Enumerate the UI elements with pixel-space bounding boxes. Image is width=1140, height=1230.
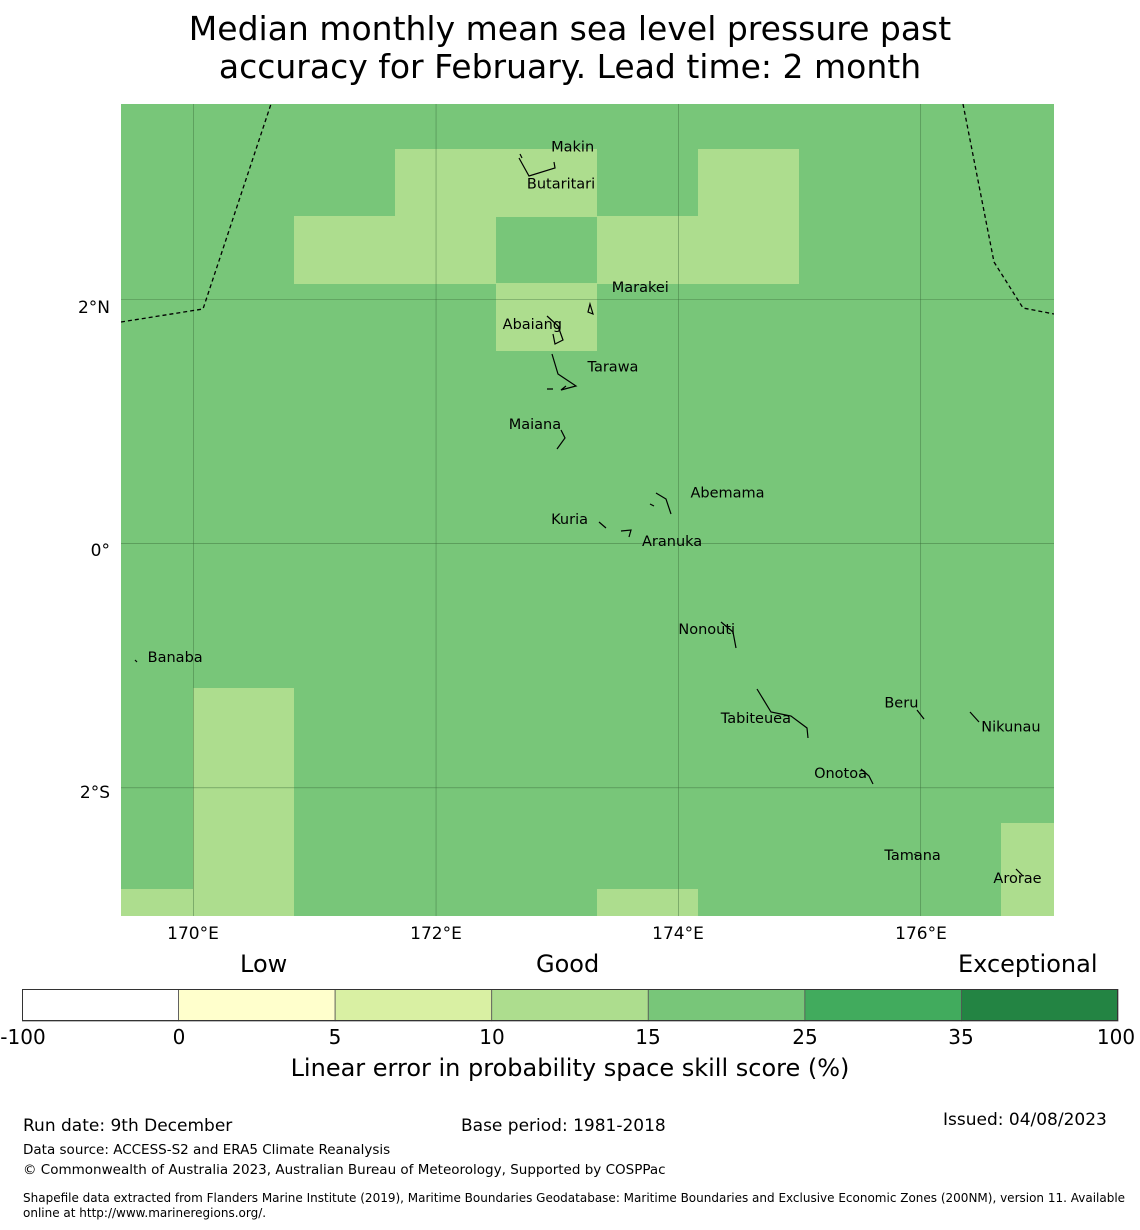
- chart-title: Median monthly mean sea level pressure p…: [0, 10, 1140, 86]
- run-date: Run date: 9th December: [23, 1116, 233, 1136]
- island-abemama: [649, 492, 672, 515]
- lon-label-176e: 176°E: [895, 924, 947, 944]
- island-makin: [519, 153, 523, 159]
- place-label: Beru: [884, 695, 918, 711]
- category-exceptional: Exceptional: [958, 950, 1098, 978]
- skill-cell: [597, 216, 799, 284]
- place-label: Maiana: [509, 417, 561, 433]
- colorbar-tick: -100: [0, 1025, 46, 1049]
- island-tamana: [913, 853, 919, 857]
- colorbar-tick: 25: [792, 1025, 818, 1049]
- place-label: Abaiang: [503, 317, 562, 333]
- shapefile-credit-line-2: online at http://www.marineregions.org/.: [23, 1206, 267, 1220]
- place-label: Arorae: [993, 871, 1041, 887]
- island-maiana: [556, 429, 566, 450]
- place-label: Banaba: [148, 650, 203, 666]
- skill-cell: [1001, 823, 1054, 916]
- place-labels: Makin Butaritari Marakei Abaiang Tarawa Maian…: [148, 140, 1042, 887]
- colorbar-tick: 5: [328, 1025, 342, 1049]
- place-label: Onotoa: [814, 766, 867, 782]
- lat-label-0: 0°: [90, 541, 110, 561]
- skill-cell: [496, 283, 597, 351]
- place-label: Tarawa: [587, 360, 639, 376]
- colorbar-bins: [22, 989, 1119, 1022]
- data-source: Data source: ACCESS-S2 and ERA5 Climate …: [23, 1142, 391, 1158]
- skill-map: Makin Butaritari Marakei Abaiang Tarawa Maian…: [121, 104, 1054, 916]
- skill-cell: [698, 149, 799, 217]
- lat-label-2s: 2°S: [79, 783, 110, 803]
- colorbar-tick: 100: [1096, 1025, 1136, 1049]
- island-nikunau: [969, 711, 980, 723]
- island-arorae: [1015, 868, 1024, 877]
- skill-cell: [193, 688, 294, 916]
- eez-boundary-east: [962, 104, 1054, 315]
- place-label: Butaritari: [527, 176, 595, 192]
- place-label: Nikunau: [981, 720, 1040, 736]
- gridlines: [121, 104, 1054, 916]
- place-label: Tamana: [883, 848, 940, 864]
- island-abaiang: [546, 315, 564, 345]
- place-label: Aranuka: [642, 534, 702, 550]
- eez-boundary-west: [121, 104, 272, 323]
- colorbar-bin: [647, 989, 806, 1022]
- place-label: Nonouti: [678, 622, 735, 638]
- colorbar-bin: [804, 989, 962, 1022]
- place-label: Tabiteuea: [720, 711, 791, 727]
- colorbar-bin: [334, 989, 493, 1022]
- title-line-2: accuracy for February. Lead time: 2 mont…: [218, 47, 922, 86]
- island-beru: [916, 709, 925, 720]
- island-tabiteuea: [756, 688, 809, 739]
- colorbar-bin: [22, 989, 179, 1022]
- copyright: © Commonwealth of Australia 2023, Austra…: [23, 1162, 666, 1178]
- skill-cell: [294, 216, 496, 284]
- colorbar-bin: [491, 989, 649, 1022]
- colorbar-bin: [961, 989, 1119, 1022]
- colorbar: [22, 989, 1119, 1022]
- skill-cell: [597, 889, 698, 916]
- issued-date: Issued: 04/08/2023: [943, 1110, 1107, 1130]
- place-label: Makin: [551, 140, 594, 156]
- eez-boundaries: [121, 104, 1054, 323]
- colorbar-tick: 15: [635, 1025, 661, 1049]
- place-label: Kuria: [551, 512, 588, 528]
- category-low: Low: [240, 950, 288, 978]
- category-good: Good: [536, 950, 600, 978]
- lon-label-170e: 170°E: [167, 924, 219, 944]
- base-period: Base period: 1981-2018: [461, 1116, 666, 1136]
- island-marakei: [587, 301, 594, 316]
- island-outlines: [134, 153, 1024, 877]
- place-label: Abemama: [690, 485, 764, 501]
- colorbar-tick: 10: [479, 1025, 505, 1049]
- moderate-skill-cells: [121, 149, 1054, 916]
- island-kuria-aranuka: [598, 521, 632, 538]
- colorbar-bin: [178, 989, 336, 1022]
- island-onotoa: [860, 768, 874, 785]
- title-line-1: Median monthly mean sea level pressure p…: [188, 9, 952, 48]
- lon-label-172e: 172°E: [410, 924, 462, 944]
- colorbar-frame: [22, 989, 1118, 1021]
- colorbar-tick: 0: [172, 1025, 186, 1049]
- colorbar-tick: 35: [948, 1025, 974, 1049]
- skill-cell: [121, 889, 193, 916]
- shapefile-credit-line-1: Shapefile data extracted from Flanders M…: [23, 1191, 1126, 1205]
- island-nonouti: [720, 621, 737, 649]
- colorbar-label: Linear error in probability space skill …: [290, 1054, 850, 1082]
- skill-cell: [395, 149, 597, 217]
- island-banaba: [134, 659, 138, 663]
- lat-label-2n: 2°N: [77, 298, 110, 318]
- place-label: Marakei: [612, 280, 669, 296]
- island-butaritari: [518, 157, 556, 177]
- island-tarawa: [547, 353, 578, 391]
- lon-label-174e: 174°E: [652, 924, 704, 944]
